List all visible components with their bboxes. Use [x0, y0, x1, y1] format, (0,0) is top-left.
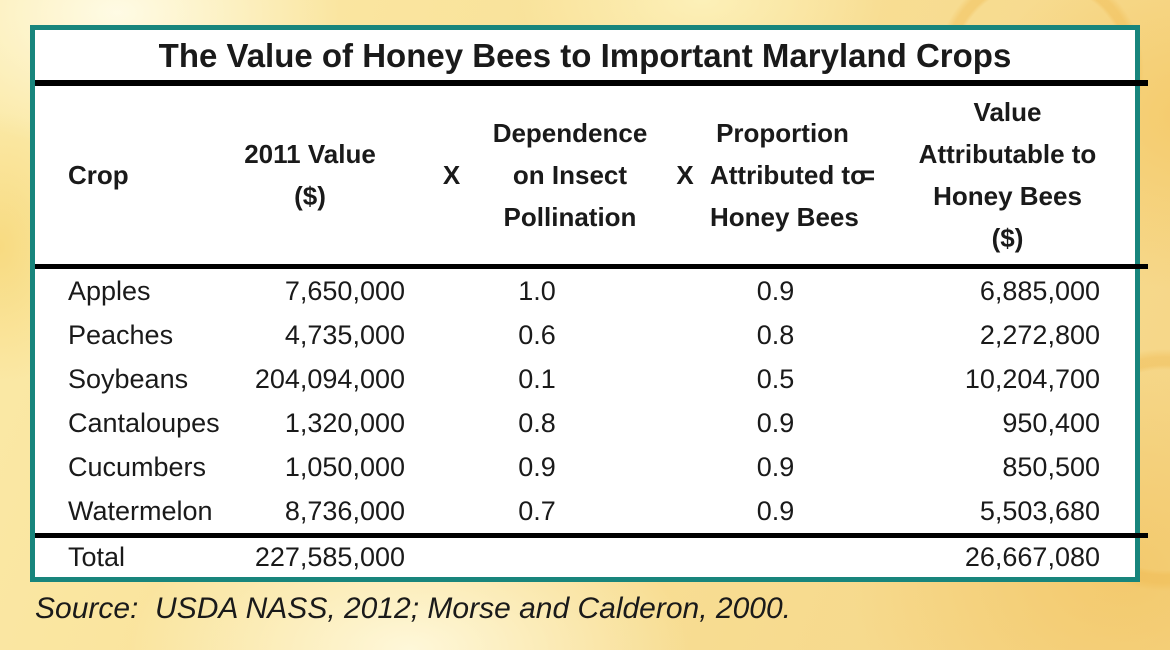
cell-crop: Peaches [68, 319, 174, 350]
cell-crop: Cucumbers [68, 451, 207, 482]
table-row-peaches: Peaches 4,735,000 0.6 0.8 2,272,800 [35, 313, 1135, 357]
table-header-row: Crop 2011 Value ($) X Dependence on Inse… [35, 86, 1135, 264]
cell-value-attributable: 850,500 [1002, 451, 1100, 482]
table-row-apples: Apples 7,650,000 1.0 0.9 6,885,000 [35, 269, 1135, 313]
cell-proportion: 0.9 [756, 451, 795, 482]
cell-dependence: 0.6 [518, 319, 556, 350]
cell-proportion: 0.9 [756, 495, 795, 526]
cell-dependence: 0.1 [518, 363, 556, 394]
cell-crop: Apples [68, 275, 151, 306]
cell-dependence: 1.0 [518, 275, 556, 306]
cell-crop: Watermelon [68, 495, 213, 526]
cell-proportion: 0.9 [756, 407, 795, 438]
operator-multiply-1: X [442, 160, 461, 190]
operator-equals: = [859, 160, 876, 190]
honey-bee-value-table: The Value of Honey Bees to Important Mar… [30, 25, 1148, 582]
cell-value-attributable: 6,885,000 [979, 275, 1100, 306]
operator-multiply-2: X [676, 160, 694, 190]
cell-2011-value: 8,736,000 [284, 495, 405, 526]
table-row-watermelon: Watermelon 8,736,000 0.7 0.9 5,503,680 [35, 489, 1135, 533]
cell-2011-value: 7,650,000 [284, 275, 405, 306]
cell-value-attributable: 10,204,700 [964, 363, 1100, 394]
table-title: The Value of Honey Bees to Important Mar… [158, 37, 1012, 74]
col-header-proportion: Proportion Attributed to Honey Bees [710, 118, 866, 232]
cell-value-attributable: 5,503,680 [979, 495, 1100, 526]
cell-value-attributable: 950,400 [1002, 407, 1100, 438]
cell-dependence: 0.9 [518, 451, 556, 482]
total-divider [35, 533, 1148, 538]
col-header-dependence: Dependence on Insect Pollination [492, 118, 648, 232]
col-header-crop: Crop [68, 160, 129, 190]
cell-total-2011-value: 227,585,000 [254, 541, 405, 572]
cell-2011-value: 1,320,000 [284, 407, 405, 438]
cell-2011-value: 1,050,000 [284, 451, 405, 482]
cell-crop: Soybeans [68, 363, 189, 394]
cell-2011-value: 204,094,000 [254, 363, 405, 394]
cell-proportion: 0.9 [756, 275, 795, 306]
cell-total-value-attributable: 26,667,080 [964, 541, 1100, 572]
cell-proportion: 0.5 [756, 363, 795, 394]
col-header-2011-value: 2011 Value ($) [244, 139, 376, 211]
table-total-row: Total 227,585,000 26,667,080 [35, 538, 1135, 576]
cell-crop: Cantaloupes [68, 407, 220, 438]
col-header-value-attributable: Value Attributable to Honey Bees ($) [918, 97, 1097, 253]
table-row-cucumbers: Cucumbers 1,050,000 0.9 0.9 850,500 [35, 445, 1135, 489]
header-divider [35, 264, 1148, 269]
source-citation: Source: USDA NASS, 2012; Morse and Calde… [35, 592, 791, 625]
cell-2011-value: 4,735,000 [284, 319, 405, 350]
table-row-cantaloupes: Cantaloupes 1,320,000 0.8 0.9 950,400 [35, 401, 1135, 445]
table-row-soybeans: Soybeans 204,094,000 0.1 0.5 10,204,700 [35, 357, 1135, 401]
cell-total-label: Total [68, 541, 126, 572]
title-divider [35, 80, 1148, 86]
cell-dependence: 0.8 [518, 407, 556, 438]
table-body: Apples 7,650,000 1.0 0.9 6,885,000 Peach… [35, 269, 1135, 533]
cell-dependence: 0.7 [518, 495, 556, 526]
cell-value-attributable: 2,272,800 [979, 319, 1100, 350]
cell-proportion: 0.8 [756, 319, 795, 350]
